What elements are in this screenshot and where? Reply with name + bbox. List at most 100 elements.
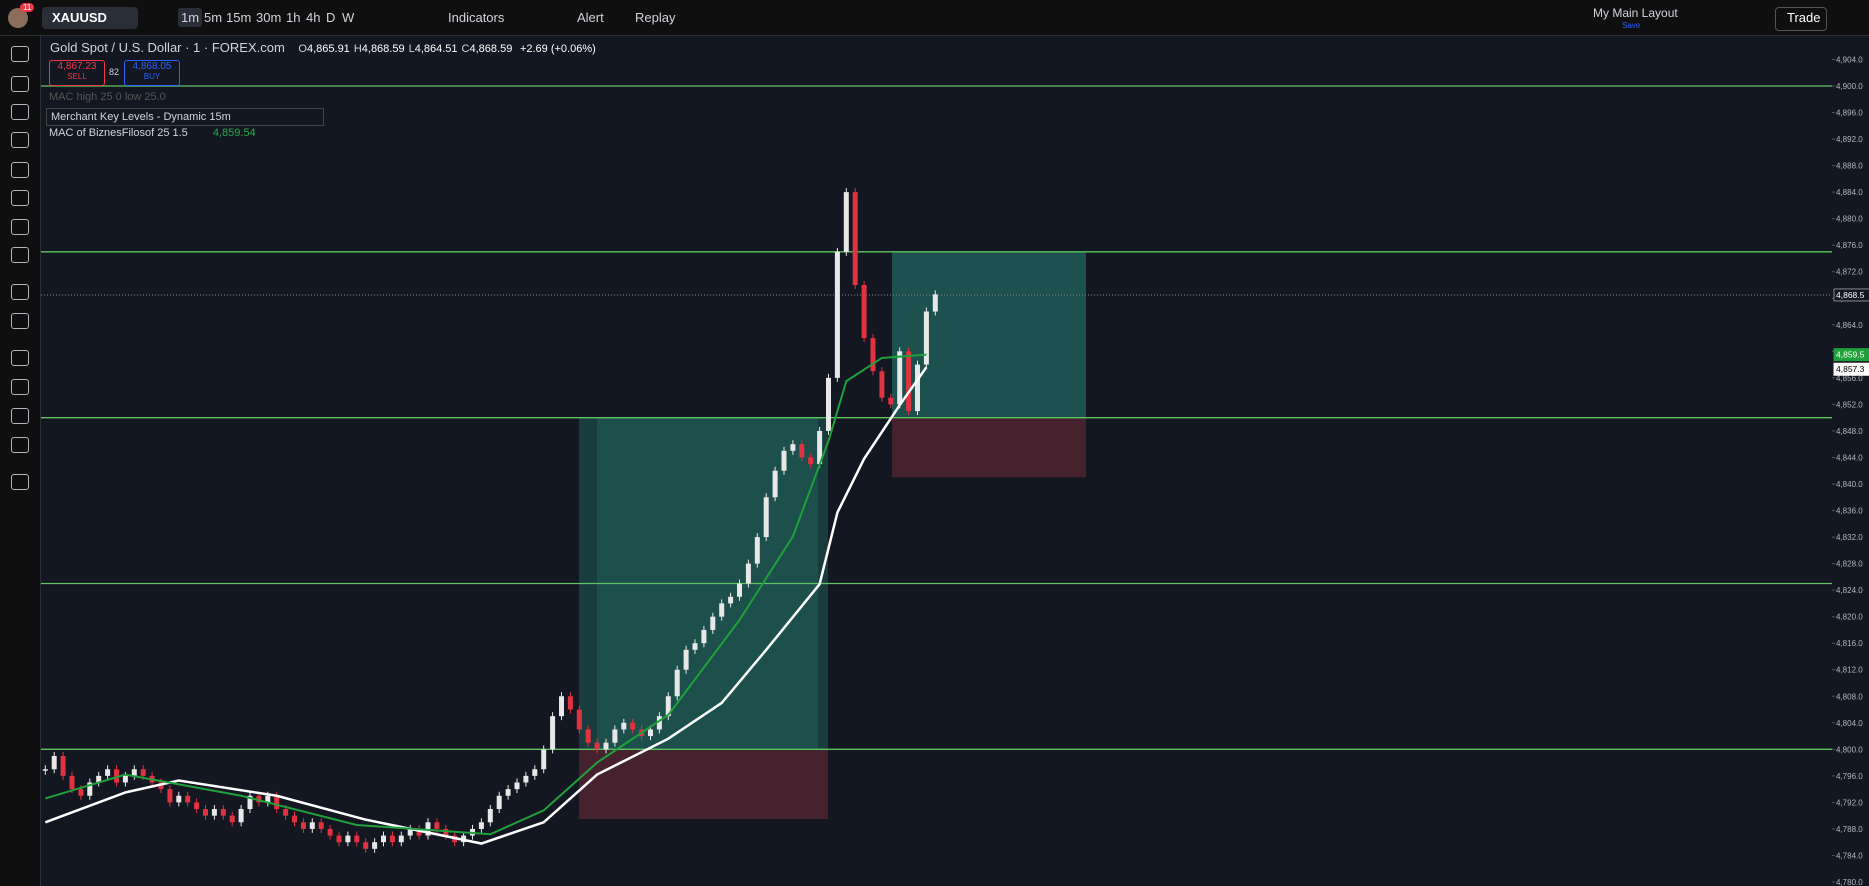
candle — [478, 822, 484, 829]
candle — [923, 311, 929, 365]
interval[interactable]: 15m — [226, 10, 252, 25]
interval[interactable]: 5m — [204, 10, 223, 25]
candle — [87, 782, 93, 796]
candle — [381, 835, 386, 843]
candle — [817, 430, 823, 465]
interval[interactable]: W — [342, 10, 355, 25]
tool[interactable] — [11, 474, 29, 490]
top-toolbar: 11 XAUUSD 1m 5m 15m 30m 1h 4h D W Indicators Al… — [0, 0, 1869, 36]
candle — [318, 822, 324, 829]
candle — [834, 251, 840, 378]
candle — [274, 795, 280, 810]
candle — [434, 822, 440, 829]
candle — [550, 716, 556, 750]
candle — [309, 822, 315, 829]
tool[interactable] — [11, 46, 29, 62]
profit-zone — [892, 251, 1086, 418]
tool[interactable] — [11, 313, 29, 329]
tool[interactable] — [11, 162, 29, 178]
symbol[interactable]: XAUUSD — [52, 10, 107, 25]
candle — [576, 709, 582, 730]
y-tick-label: 4,784.0 — [1836, 851, 1863, 860]
left-toolbar — [0, 36, 41, 886]
moving-average — [44, 366, 928, 845]
interval[interactable]: D — [326, 10, 336, 25]
y-tick-label: 4,812.0 — [1836, 666, 1863, 675]
candle — [292, 815, 297, 823]
candle — [826, 377, 831, 431]
y-tick-label: 4,844.0 — [1836, 453, 1863, 462]
y-tick-label: 4,852.0 — [1836, 400, 1863, 409]
price-label-box — [1833, 288, 1869, 302]
candle — [336, 835, 342, 843]
candle — [345, 835, 351, 843]
candle — [790, 444, 796, 451]
candle — [799, 444, 805, 458]
loss-zone — [892, 417, 1086, 478]
candle — [897, 351, 903, 405]
save[interactable]: Save — [1622, 21, 1641, 30]
legend: Gold Spot / U.S. Dollar · 1 · FOREX.com … — [50, 40, 596, 55]
candle — [42, 769, 48, 771]
indicators[interactable]: Indicators — [448, 10, 505, 25]
tool[interactable] — [11, 350, 29, 366]
buy-button[interactable]: 4,868.05 BUY — [124, 60, 180, 86]
tool[interactable] — [11, 284, 29, 300]
candle — [879, 371, 885, 398]
candle — [772, 470, 778, 498]
candle — [140, 769, 146, 776]
y-tick-label: 4,864.0 — [1836, 321, 1863, 330]
tool[interactable] — [11, 190, 29, 206]
candle — [915, 364, 920, 412]
candle — [710, 616, 716, 630]
interval[interactable]: 1m — [178, 8, 203, 27]
candle — [105, 769, 111, 776]
alert[interactable]: Alert — [577, 10, 604, 25]
layout[interactable]: My Main Layout — [1593, 6, 1678, 20]
candle — [567, 696, 573, 710]
ohlc-value: 4,868.59 — [361, 43, 405, 55]
tool[interactable] — [11, 104, 29, 120]
trade-button[interactable] — [1775, 7, 1827, 31]
interval[interactable]: 1h — [286, 10, 301, 25]
symbol-box[interactable] — [42, 7, 138, 29]
candle — [701, 629, 707, 644]
candle — [372, 842, 378, 849]
tool[interactable] — [11, 132, 29, 148]
y-tick-label: 4,804.0 — [1836, 719, 1863, 728]
interval[interactable]: 4h — [306, 10, 321, 25]
trade[interactable]: Trade — [1787, 10, 1821, 25]
candle — [906, 351, 912, 412]
candle — [648, 729, 653, 737]
candle — [51, 755, 57, 770]
y-tick-label: 4,884.0 — [1836, 188, 1863, 197]
y-tick-label: 4,896.0 — [1836, 109, 1863, 118]
tool[interactable] — [11, 408, 29, 424]
candle — [932, 294, 938, 312]
tool[interactable] — [11, 437, 29, 453]
sell-label: SELL — [67, 72, 87, 81]
tool[interactable] — [11, 247, 29, 263]
buy-price: 4,868.05 — [132, 61, 172, 72]
candle — [692, 643, 698, 650]
tool[interactable] — [11, 379, 29, 395]
interval[interactable]: 30m — [256, 10, 282, 25]
candle — [220, 809, 226, 816]
y-tick-label: 4,900.0 — [1836, 82, 1863, 91]
candle — [719, 603, 725, 617]
y-tick-label: 4,820.0 — [1836, 613, 1863, 622]
candle — [78, 789, 84, 796]
ohlc-value: 4,868.59 — [469, 43, 513, 55]
ohlc-key: H — [353, 43, 362, 55]
ohlc-key: O — [298, 43, 307, 55]
tool[interactable] — [11, 76, 29, 92]
candle — [674, 669, 680, 697]
candle — [514, 782, 520, 790]
sell-button[interactable]: 4,867.23 SELL — [49, 60, 105, 86]
tool[interactable] — [11, 219, 29, 235]
avatar[interactable] — [8, 8, 28, 28]
candle — [96, 775, 102, 783]
replay[interactable]: Replay — [635, 10, 676, 25]
candle — [808, 457, 814, 465]
